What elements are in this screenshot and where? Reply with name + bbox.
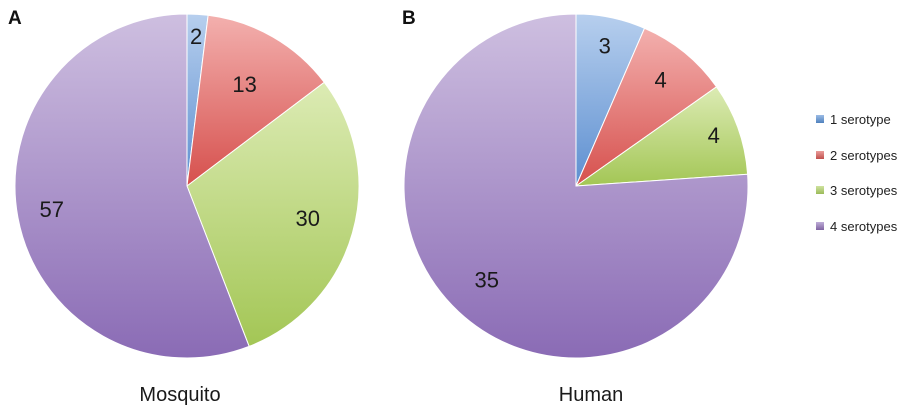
legend-swatch-2-serotypes: [816, 151, 824, 159]
panel-label-a: A: [8, 8, 22, 29]
legend-label-4-serotypes: 4 serotypes: [830, 219, 898, 234]
data-label-mosquito-3-serotypes: 30: [296, 206, 320, 231]
pie-chart-mosquito: 2 13 30 57 Mosquito: [14, 13, 360, 406]
legend-label-2-serotypes: 2 serotypes: [830, 148, 898, 163]
pie-slice-mosquito-2-serotypes: [186, 14, 325, 188]
pie-caption-mosquito: Mosquito: [139, 384, 220, 406]
legend: 1 serotype 2 serotypes 3 serotypes 4 ser…: [816, 112, 898, 234]
legend-swatch-1-serotype: [816, 115, 824, 123]
legend-swatch-3-serotypes: [816, 186, 824, 194]
data-label-human-1-serotype: 3: [599, 34, 611, 59]
legend-label-3-serotypes: 3 serotypes: [830, 183, 898, 198]
data-label-mosquito-4-serotypes: 57: [40, 197, 64, 222]
data-label-mosquito-2-serotypes: 13: [232, 72, 256, 97]
pie-slice-human-2-serotypes: [574, 27, 718, 188]
pie-slice-human-3-serotypes: [574, 86, 749, 187]
pie-slice-mosquito-4-serotypes: [14, 13, 250, 359]
pie-caption-human: Human: [559, 384, 623, 406]
legend-swatch-4-serotypes: [816, 222, 824, 230]
pie-chart-human: 3 4 4 35 Human: [403, 13, 749, 406]
data-label-human-3-serotypes: 4: [708, 123, 720, 148]
data-label-human-2-serotypes: 4: [655, 68, 667, 93]
legend-label-1-serotype: 1 serotype: [830, 112, 891, 127]
pie-slice-human-4-serotypes: [403, 13, 749, 359]
panel-label-b: B: [402, 8, 416, 29]
data-label-human-4-serotypes: 35: [475, 267, 499, 292]
data-label-mosquito-1-serotype: 2: [190, 24, 202, 49]
pie-slice-mosquito-3-serotypes: [186, 81, 360, 348]
